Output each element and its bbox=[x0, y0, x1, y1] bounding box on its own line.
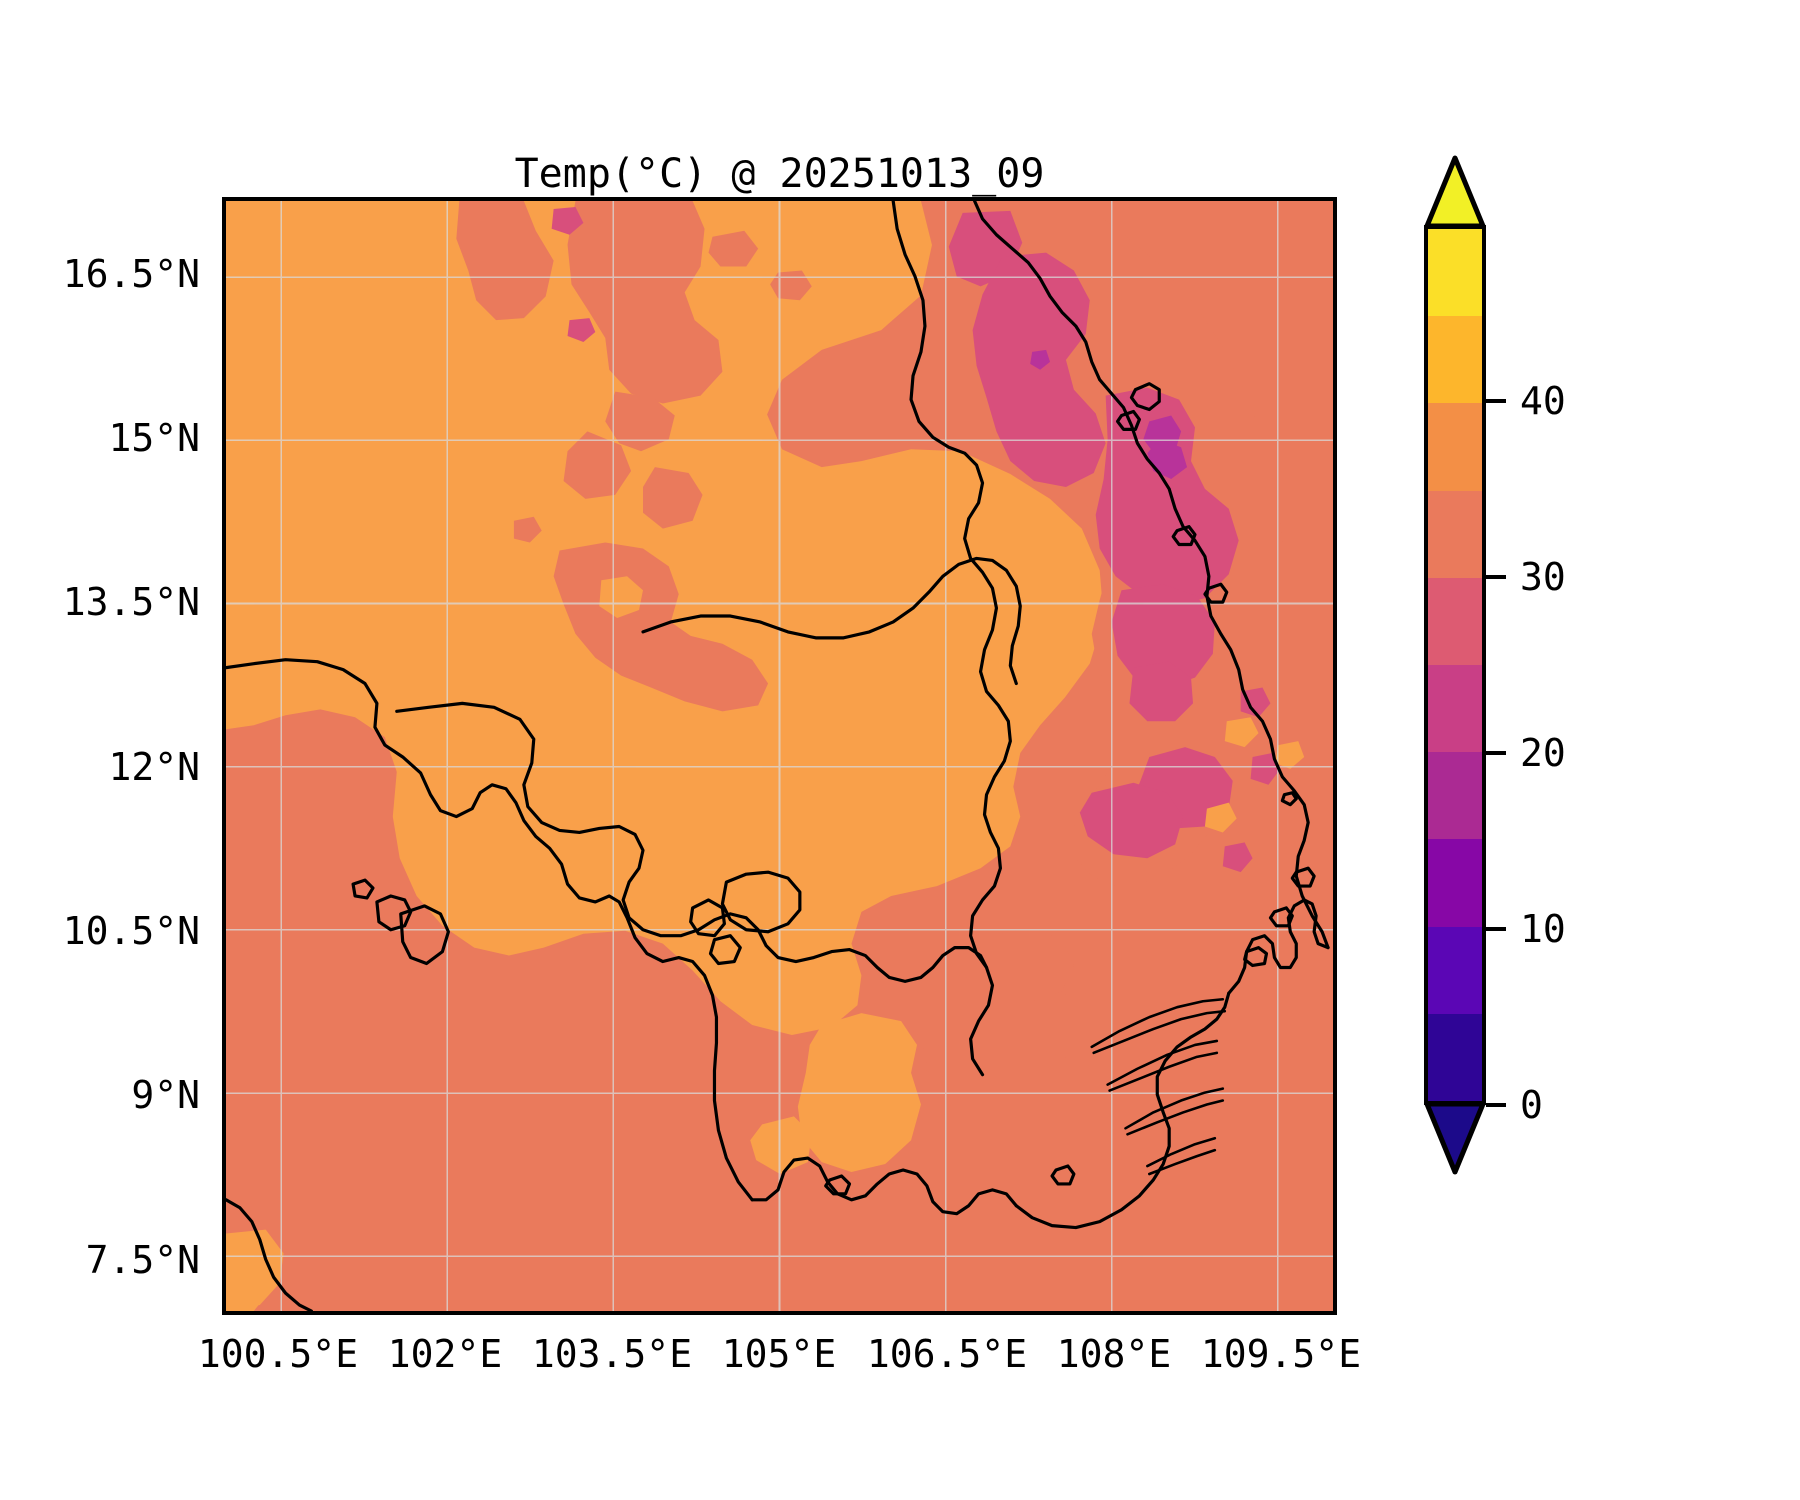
colorbar-tick-10: 10 bbox=[1520, 907, 1566, 951]
temperature-contour-map bbox=[226, 201, 1333, 1311]
y-tick-12N: 12°N bbox=[108, 745, 200, 789]
colorbar-band-35-40 bbox=[1428, 316, 1482, 404]
colorbar-band-15-20 bbox=[1428, 664, 1482, 753]
colorbar-tick-mark-30 bbox=[1486, 575, 1506, 579]
x-tick-109-5E: 109.5°E bbox=[1200, 1332, 1362, 1376]
colorbar-band-20-25 bbox=[1428, 577, 1482, 665]
map-plot-area[interactable] bbox=[222, 197, 1337, 1315]
colorbar-band-10-15 bbox=[1428, 752, 1482, 840]
x-tick-103-5E: 103.5°E bbox=[531, 1332, 693, 1376]
y-tick-7-5N: 7.5°N bbox=[85, 1238, 200, 1282]
colorbar-band-0-5 bbox=[1428, 926, 1482, 1014]
colorbar-band-5-10 bbox=[1428, 839, 1482, 927]
y-tick-15N: 15°N bbox=[108, 416, 200, 460]
colorbar-band-30-35 bbox=[1428, 403, 1482, 491]
colorbar-tick-mark-0 bbox=[1486, 1103, 1506, 1107]
colorbar-gradient[interactable] bbox=[1424, 225, 1486, 1105]
y-tick-16-5N: 16.5°N bbox=[62, 252, 200, 296]
colorbar-tick-mark-40 bbox=[1486, 399, 1506, 403]
x-tick-105E: 105°E bbox=[721, 1332, 837, 1376]
map-clip bbox=[226, 201, 1333, 1311]
colorbar-band-40-45 bbox=[1428, 229, 1482, 317]
colorbar-tick-20: 20 bbox=[1520, 731, 1566, 775]
x-tick-102E: 102°E bbox=[387, 1332, 503, 1376]
x-tick-108E: 108°E bbox=[1056, 1332, 1172, 1376]
colorbar-extend-min-arrow bbox=[1424, 1101, 1486, 1175]
colorbar-tick-0: 0 bbox=[1520, 1083, 1543, 1127]
y-tick-13-5N: 13.5°N bbox=[62, 580, 200, 624]
colorbar[interactable]: 40 30 20 10 0 bbox=[1424, 155, 1566, 1175]
title-line-variable: Temp(°C) @ 20251013_09 bbox=[514, 150, 1045, 197]
colorbar-tick-40: 40 bbox=[1520, 379, 1566, 423]
colorbar-tick-30: 30 bbox=[1520, 555, 1566, 599]
x-tick-106-5E: 106.5°E bbox=[866, 1332, 1028, 1376]
colorbar-tick-mark-10 bbox=[1486, 927, 1506, 931]
colorbar-tick-mark-20 bbox=[1486, 751, 1506, 755]
y-tick-10-5N: 10.5°N bbox=[62, 909, 200, 953]
colorbar-band-25-30 bbox=[1428, 490, 1482, 578]
x-tick-100-5E: 100.5°E bbox=[197, 1332, 359, 1376]
y-tick-9N: 9°N bbox=[131, 1073, 200, 1117]
colorbar-tick-labels: 40 30 20 10 0 bbox=[1424, 155, 1684, 1170]
colorbar-band-neg5-0 bbox=[1428, 1013, 1482, 1101]
